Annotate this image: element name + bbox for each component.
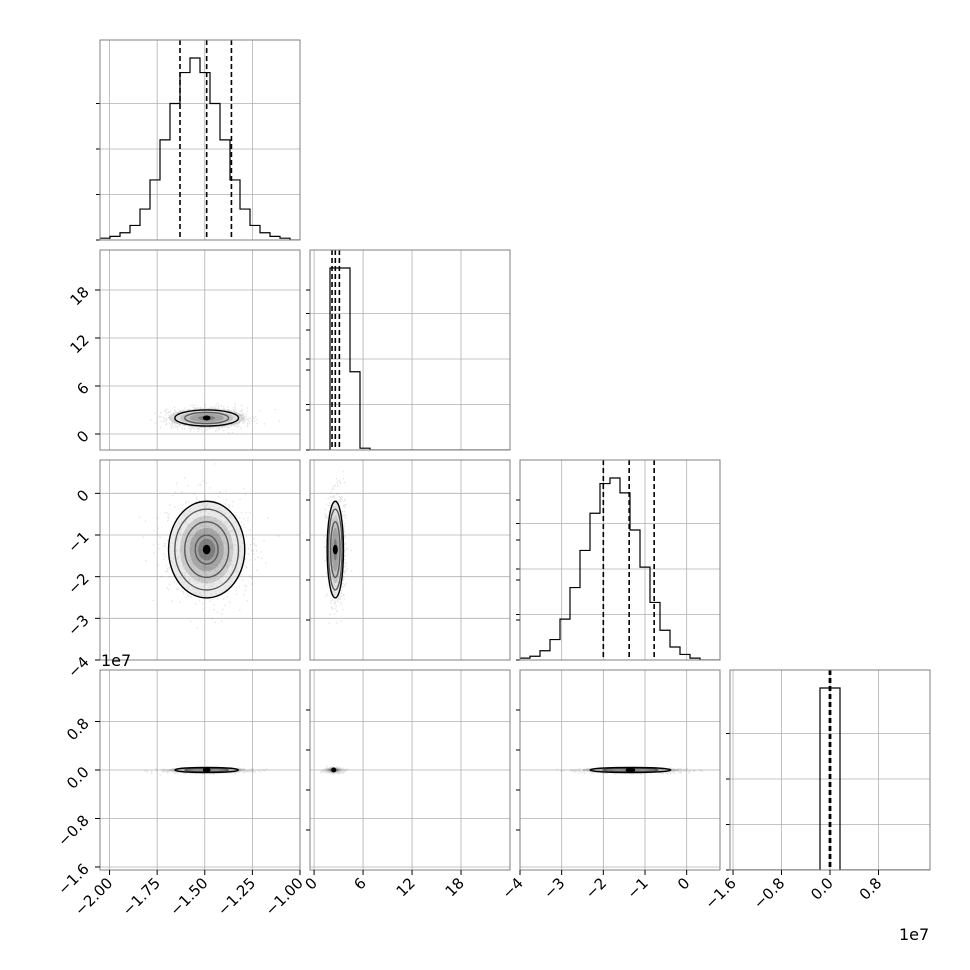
panel-frame [519, 459, 721, 661]
y-tick-label: 0 [73, 486, 92, 505]
panel-body-p20 [100, 460, 300, 660]
density-peak [625, 767, 636, 773]
contour-line [327, 508, 343, 591]
x-tick-label: 12 [393, 874, 419, 900]
panel-p10 [99, 249, 301, 451]
y-tick-label: 0.0 [63, 763, 93, 793]
sample-points [323, 470, 353, 624]
panel-p20 [99, 459, 301, 661]
x-tick-label: 0 [301, 874, 320, 893]
density-peak [331, 767, 337, 773]
panel-frame [99, 249, 301, 451]
x-tick-label: −1.25 [214, 874, 259, 919]
panels [96, 39, 931, 871]
offset-label-y: 1e7 [101, 651, 131, 670]
panel-body-p3 [730, 670, 930, 870]
y-tick-label: −0.8 [54, 811, 92, 849]
offset-label-x: 1e7 [899, 925, 929, 944]
contour-line [329, 521, 341, 579]
panel-body-p10 [100, 250, 300, 450]
panel-body-p0 [100, 40, 300, 240]
panel-frame [99, 39, 301, 241]
panel-p1 [306, 249, 511, 451]
panel-frame [99, 459, 301, 661]
panel-frame [309, 669, 511, 871]
y-tick-label: 18 [66, 283, 92, 309]
x-tick-label: −1.75 [119, 874, 164, 919]
y-tick-label: −1 [64, 528, 92, 556]
x-tick-label: 18 [442, 874, 468, 900]
panel-p3 [726, 669, 931, 871]
histogram-step [100, 57, 300, 240]
x-tick-label: 0.0 [807, 874, 837, 904]
x-tick-label: 0.8 [856, 874, 886, 904]
contour-line [184, 411, 230, 425]
panel-p2 [516, 459, 721, 661]
x-tick-label: −1 [623, 874, 651, 902]
density-peak [202, 415, 211, 421]
panel-frame [309, 249, 511, 451]
contour-line [184, 521, 230, 579]
panel-body-p30 [100, 670, 300, 870]
panel-p32 [519, 669, 721, 871]
x-tick-label: 6 [350, 874, 369, 893]
panel-p31 [309, 669, 511, 871]
histogram-step [520, 477, 720, 660]
y-tick-label: 12 [66, 331, 92, 357]
y-tick-label: −4 [64, 653, 92, 681]
density-peak [332, 544, 338, 555]
x-tick-label: 0 [674, 874, 693, 893]
panel-body-p2 [520, 460, 720, 660]
x-tick-label: −2 [582, 874, 610, 902]
x-tick-label: −4 [498, 874, 526, 902]
contour-line [194, 534, 219, 565]
panel-body-p32 [520, 670, 720, 870]
panel-p21 [309, 459, 511, 661]
x-tick-label: −1.6 [701, 874, 739, 912]
x-tick-label: −1.00 [262, 874, 307, 919]
y-tick-label: −2 [64, 570, 92, 598]
x-tick-label: −3 [540, 874, 568, 902]
density-peak [202, 767, 211, 773]
panel-body-p21 [310, 460, 510, 660]
panel-frame [519, 669, 721, 871]
panel-p0 [96, 39, 301, 241]
sample-points [150, 402, 281, 434]
y-tick-label: 0.8 [63, 714, 93, 744]
panel-body-p31 [310, 670, 510, 870]
panel-p30 [99, 669, 301, 871]
y-tick-label: −3 [64, 611, 92, 639]
panel-frame [309, 459, 511, 661]
x-tick-label: −1.50 [166, 874, 211, 919]
x-tick-label: −0.8 [750, 874, 788, 912]
y-tick-label: 6 [73, 379, 92, 398]
y-tick-label: 0 [73, 427, 92, 446]
density-peak [202, 544, 211, 555]
contour-line [174, 508, 240, 591]
panel-body-p1 [310, 250, 510, 450]
